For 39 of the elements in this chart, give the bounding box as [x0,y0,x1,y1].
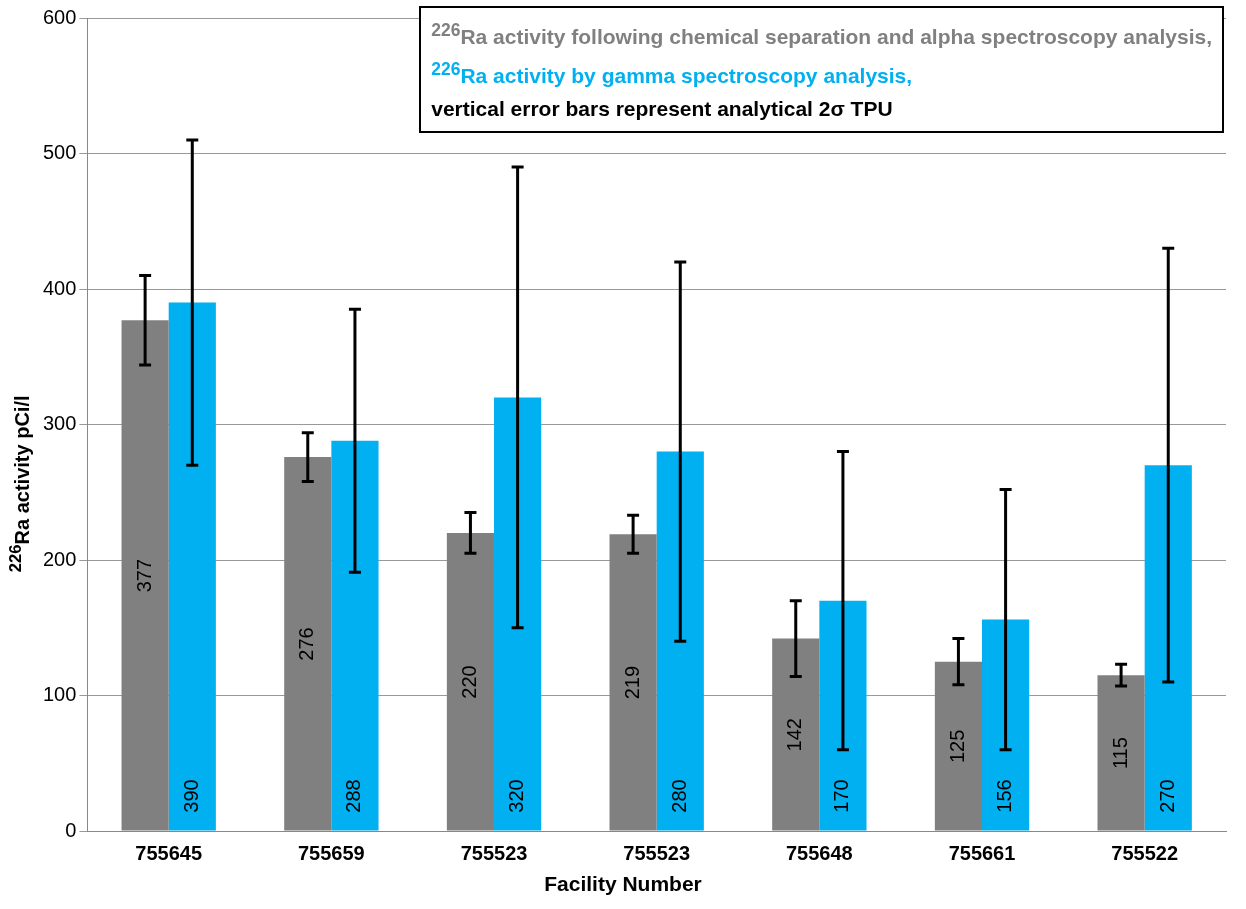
data-label: 220 [457,665,480,699]
y-tick-label: 500 [42,141,77,164]
data-label: 377 [132,558,155,593]
y-tick-label: 200 [42,547,77,570]
bar [982,619,1030,831]
data-label: 219 [620,665,643,700]
x-axis-title: Facility Number [543,872,703,896]
y-tick-label: 300 [42,412,77,435]
data-label: 276 [295,627,318,661]
y-tick-label: 600 [42,5,77,28]
data-label: 280 [667,779,690,813]
x-tick-label: 755645 [135,841,203,864]
data-label: 170 [830,779,853,813]
text: $^{226}$Ra activity following chemical separation and alpha spectroscopy analysis, [431,19,1212,50]
bar [494,397,542,831]
x-tick-label: 755523 [460,841,528,864]
bar [168,302,216,831]
x-tick-label: 755661 [948,841,1016,864]
bar [819,600,867,831]
x-tick-label: 755648 [785,841,853,864]
data-label: 115 [1108,737,1131,770]
y-tick-label: 400 [42,276,77,299]
annotation: vertical error bars represent analytical 2σ TPU [431,96,894,122]
bar [1144,465,1192,831]
data-label: 125 [945,729,968,763]
data-label: 390 [179,779,202,813]
bar [331,440,379,831]
data-label: 142 [783,718,806,752]
data-label: 320 [505,779,528,813]
text: $^{226}$Ra activity by gamma spectroscopy analysis, [431,58,914,89]
x-tick-label: 755659 [297,841,365,864]
x-tick-label: 755523 [623,841,691,864]
y-tick-label: 0 [65,818,77,841]
data-label: 270 [1155,779,1178,813]
x-tick-label: 755522 [1111,841,1179,864]
data-label: 288 [342,779,365,813]
data-label: 156 [993,779,1016,813]
bar [656,451,704,831]
y-tick-label: 100 [42,683,77,706]
